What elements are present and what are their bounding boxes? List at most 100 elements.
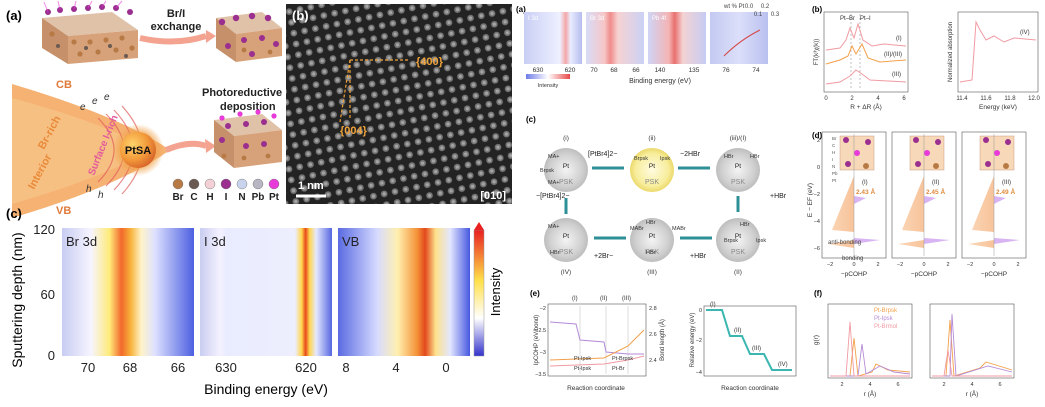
cohp-ytick-0: 2	[817, 138, 820, 144]
depth-axis-title: Sputtering depth (nm)	[9, 232, 25, 367]
hole-label-2: h	[98, 190, 104, 201]
rdf-curve-brpsk-0	[830, 337, 911, 377]
cohp-xtick-2-0: −2	[967, 262, 973, 268]
ipcohp-tick-2: −2.5	[535, 328, 546, 334]
curve-iii-label: (III)	[892, 72, 901, 78]
r-a-tick-68: 68	[610, 67, 618, 74]
br-tick-66: 66	[171, 360, 185, 375]
curve-i-label: (I)	[896, 36, 902, 42]
r-a-tick-135: 135	[689, 67, 700, 74]
element-legend: Br C H I N Pb Pt	[172, 178, 280, 203]
cohp-fill-violet-0	[854, 196, 880, 244]
cohp-xtick-1-2: 2	[946, 262, 949, 268]
map-vb-title: VB	[342, 234, 359, 249]
legend-swatch-i	[220, 178, 232, 190]
cohp-distance-1: 2.45 Å	[926, 187, 945, 196]
rel-energy-ylabel: Relative energy (eV)	[690, 313, 696, 368]
exafs-tick-2: 2	[850, 96, 854, 102]
r-panel-d-label: (d)	[812, 131, 823, 140]
r-top-tick-2: 0.2	[761, 4, 770, 10]
left-panel-b: (b) {400} {004} 1 nm [010]	[286, 4, 512, 204]
cohp-atom-0-2	[854, 150, 860, 156]
ptsa-label: PtSA	[125, 145, 151, 157]
cohp-fill-1	[898, 176, 924, 248]
br-tick-68: 68	[123, 360, 137, 375]
rdf-legend-2: Pt-Ipsk	[874, 316, 894, 322]
right-panel-b: (b) Pt–Br Pt–I (I) (II)/(III) (III) FT(k…	[812, 5, 1040, 111]
cycle-node-5	[716, 218, 760, 262]
cohp-panel-id-2: (III)	[1002, 180, 1011, 186]
legend-label-c: C	[190, 192, 197, 203]
exchange-label-1: Br/I	[167, 8, 185, 20]
left-panel-a: (a) Br/I exchange	[6, 0, 282, 218]
cohp-atom-1-4	[933, 163, 939, 169]
cohp-legend-5: Pb	[832, 171, 838, 176]
cohp-atom-2-3	[985, 161, 991, 167]
bonding-label: bonding	[842, 256, 863, 262]
cb-label: CB	[56, 79, 72, 91]
vb-tick-0: 0	[442, 360, 449, 375]
rdf-legend-3: Pt-Brmol	[874, 324, 897, 330]
cycle-species-15: Ipsk	[756, 238, 766, 244]
cohp-atom-1-3	[915, 161, 921, 167]
xanes-xlabel: Energy (keV)	[979, 104, 1017, 111]
i-tick-620: 620	[295, 360, 317, 375]
step-i: (I)	[710, 302, 716, 308]
r-a-tick-70: 70	[590, 67, 598, 74]
cohp-atom-1-0	[913, 137, 919, 143]
cohp-ylabel: E − EF (eV)	[807, 183, 814, 217]
cycle-species-14: Brpsk	[724, 238, 738, 244]
vb-tick-8: 8	[342, 360, 349, 375]
cohp-xlabel-2: −pCOHP	[981, 271, 1007, 278]
scale-bar-label: 1 nm	[298, 180, 324, 192]
rdf-frame-0	[827, 303, 913, 379]
peak-pt-i: Pt–I	[860, 16, 871, 22]
legend-label-i: I	[225, 192, 228, 203]
plane-004-label: {004}	[340, 125, 368, 137]
rdf-curve-brmol-0	[830, 321, 910, 377]
cohp-atom-1-2	[924, 150, 930, 156]
step-iii: (III)	[752, 346, 761, 352]
cohp-distance-2: 2.49 Å	[996, 187, 1015, 196]
step-plus-hbr-1: +HBr	[770, 193, 787, 200]
cycle-species-7: MABr	[630, 226, 644, 232]
step-plus-2br: +2Br−	[594, 253, 613, 260]
map-i3d-title: I 3d	[204, 234, 226, 249]
r-map-i3d-title: I 3d	[528, 16, 538, 22]
r-top-tick-0: 0.0	[745, 4, 754, 10]
r-panel-b-label: (b)	[812, 5, 823, 14]
rdf-curve-brmol-1	[932, 349, 1012, 377]
r-panel-a-label: (a)	[516, 5, 526, 14]
ipcohp-tick-4: −3.5	[535, 372, 546, 378]
legend-swatch-br	[172, 178, 184, 190]
rdf-frame-1	[929, 303, 1015, 379]
colorbar-arrow	[474, 222, 484, 230]
state-label-4: (III)	[647, 269, 657, 276]
peak-pt-br: Pt–Br	[840, 16, 855, 22]
cohp-legend-0: Br	[832, 136, 837, 141]
ipcohp-ylabel: IpCOHP (eV/bond)	[534, 315, 540, 365]
cohp-atom-1-1	[935, 139, 941, 145]
r-a-tick-620: 620	[565, 67, 576, 74]
cycle-species-1: MA+	[548, 180, 559, 186]
r-intensity-bar	[526, 74, 570, 79]
e-legend-2: Pt-Brpsk	[612, 356, 633, 362]
exafs-frame	[823, 11, 909, 93]
pt-label-5: Pt	[735, 233, 741, 240]
rdf-curve-brpsk-1	[932, 319, 1013, 377]
i-tick-630: 630	[215, 360, 237, 375]
psk-label-3: PSK	[559, 249, 573, 256]
cohp-legend-2: H	[832, 150, 835, 155]
cohp-ytick-3: −4	[814, 219, 820, 225]
cohp-legend-3: I	[832, 157, 833, 162]
xanes-frame	[957, 11, 1039, 93]
cohp-atom-2-1	[1005, 139, 1011, 145]
colorbar-label: Intensity	[488, 267, 503, 316]
panel-b-label: (b)	[292, 8, 309, 23]
rdf-xtick-0-1: 4	[868, 382, 871, 388]
e-legend-3: Pt-Ipsk	[574, 366, 591, 372]
cohp-fill-violet-1	[924, 196, 950, 244]
right-panel-c: (c) PSK (i) Pt PSK (ii) Pt PSK (iii)/(I) Pt PSK (I…	[526, 115, 787, 276]
energy-tick-4: −4	[696, 370, 702, 376]
cycle-species-2: Brpsk	[540, 168, 554, 174]
